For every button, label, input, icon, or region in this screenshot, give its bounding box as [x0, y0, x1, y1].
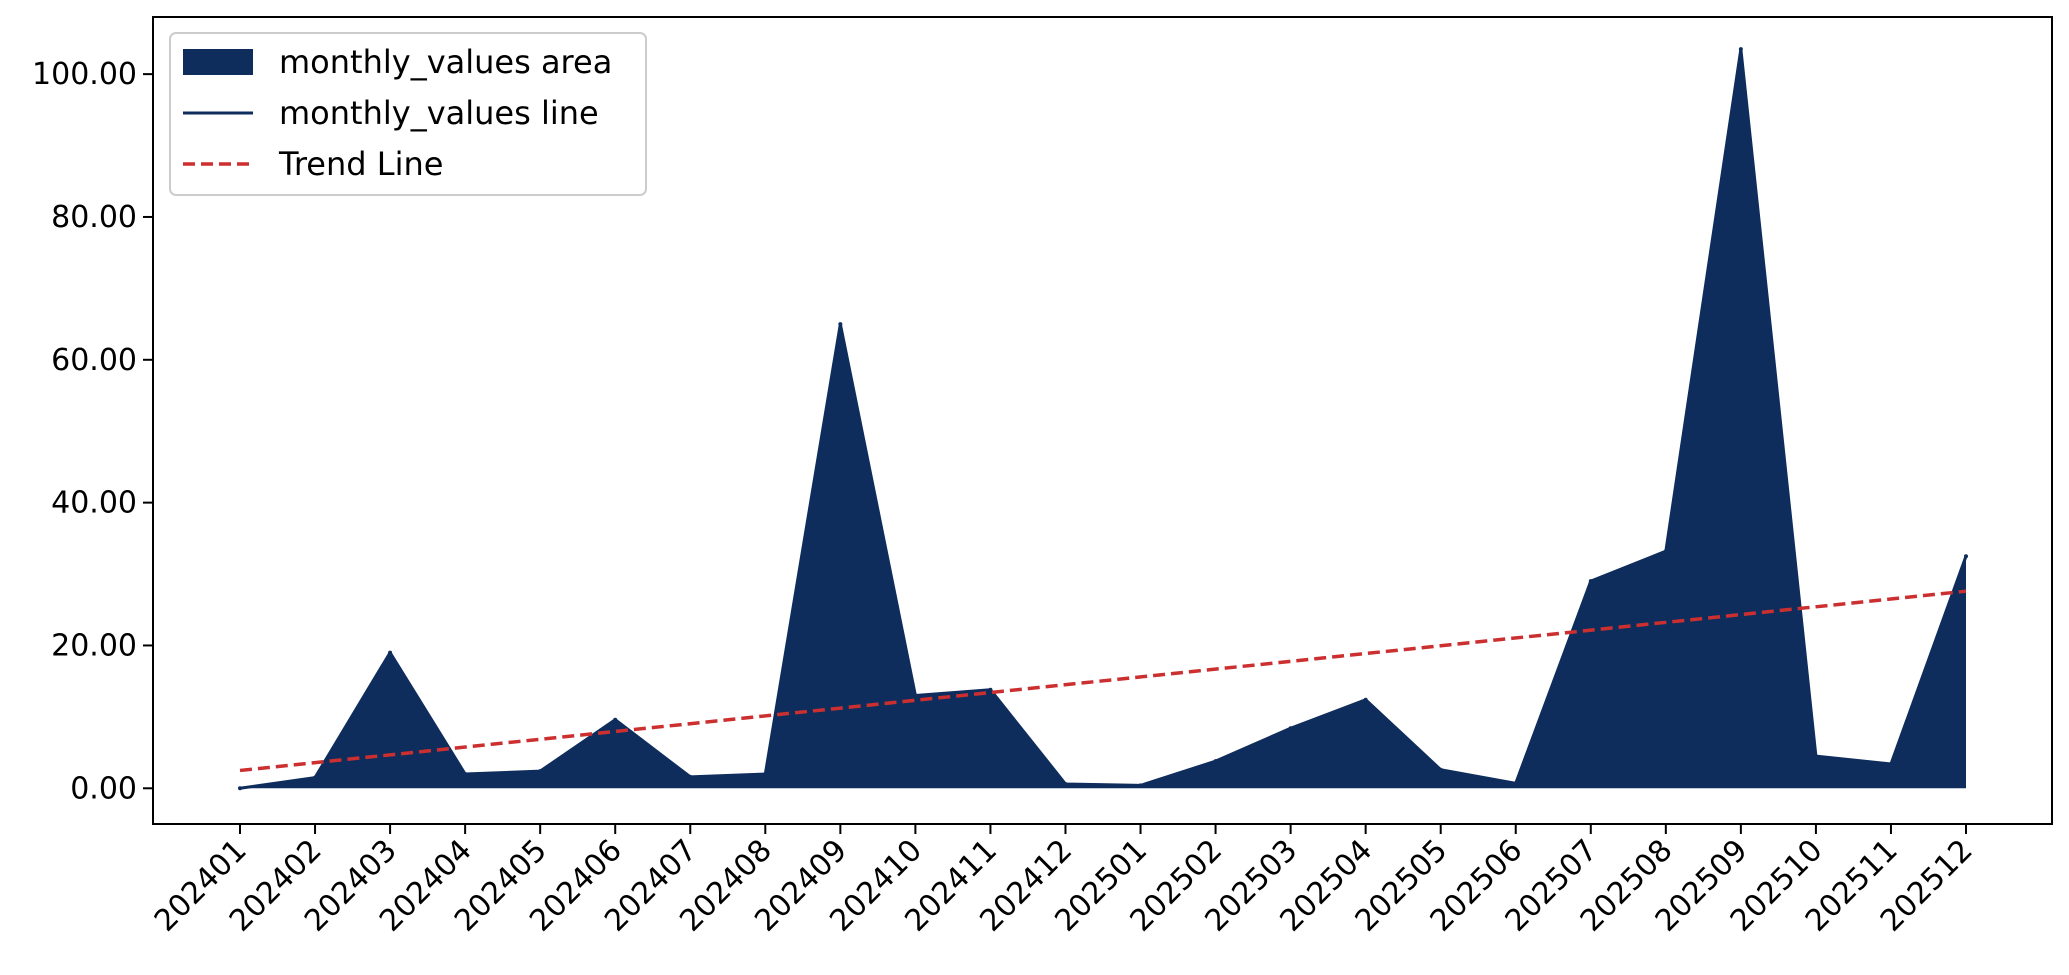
y-tick-label: 40.00 — [51, 486, 137, 521]
y-tick-label: 100.00 — [32, 57, 137, 92]
legend-label: monthly_values line — [279, 94, 599, 132]
data-point-202503 — [1288, 726, 1293, 731]
data-point-202412 — [1063, 782, 1068, 787]
data-point-202409 — [838, 322, 843, 327]
data-point-202505 — [1438, 767, 1443, 772]
data-point-202507 — [1588, 579, 1593, 584]
plot-frame — [152, 16, 2053, 825]
data-point-202509 — [1738, 47, 1743, 52]
data-point-202411 — [988, 687, 993, 692]
data-point-202404 — [463, 772, 468, 777]
y-tick-label: 20.00 — [51, 628, 137, 663]
data-point-202504 — [1363, 697, 1368, 702]
data-point-202408 — [763, 772, 768, 777]
data-point-202502 — [1213, 759, 1218, 764]
data-point-202405 — [538, 769, 543, 774]
area-fill-monthly-values — [240, 49, 1966, 789]
legend-swatch-area — [183, 49, 253, 75]
y-tick-label: 0.00 — [70, 771, 137, 806]
y-tick-label: 80.00 — [51, 200, 137, 235]
data-point-202406 — [613, 717, 618, 722]
data-point-202402 — [313, 775, 318, 780]
legend-label: Trend Line — [278, 145, 443, 183]
data-point-202506 — [1513, 781, 1518, 786]
plot-area — [238, 47, 1968, 791]
legend-box — [169, 32, 647, 196]
data-point-202407 — [688, 774, 693, 779]
line-monthly-values — [239, 47, 1968, 790]
data-point-202501 — [1138, 783, 1143, 788]
data-point-202511 — [1888, 762, 1893, 767]
legend: monthly_values area monthly_values line Tr… — [169, 32, 647, 196]
data-point-202508 — [1663, 549, 1668, 554]
data-point-202401 — [238, 786, 242, 791]
data-point-202512 — [1964, 554, 1968, 559]
legend-label: monthly_values area — [279, 43, 612, 81]
data-point-202510 — [1813, 754, 1818, 759]
data-point-202410 — [913, 693, 918, 698]
trend-line — [239, 589, 1967, 773]
y-tick-label: 60.00 — [51, 343, 137, 378]
data-point-202403 — [388, 650, 393, 655]
